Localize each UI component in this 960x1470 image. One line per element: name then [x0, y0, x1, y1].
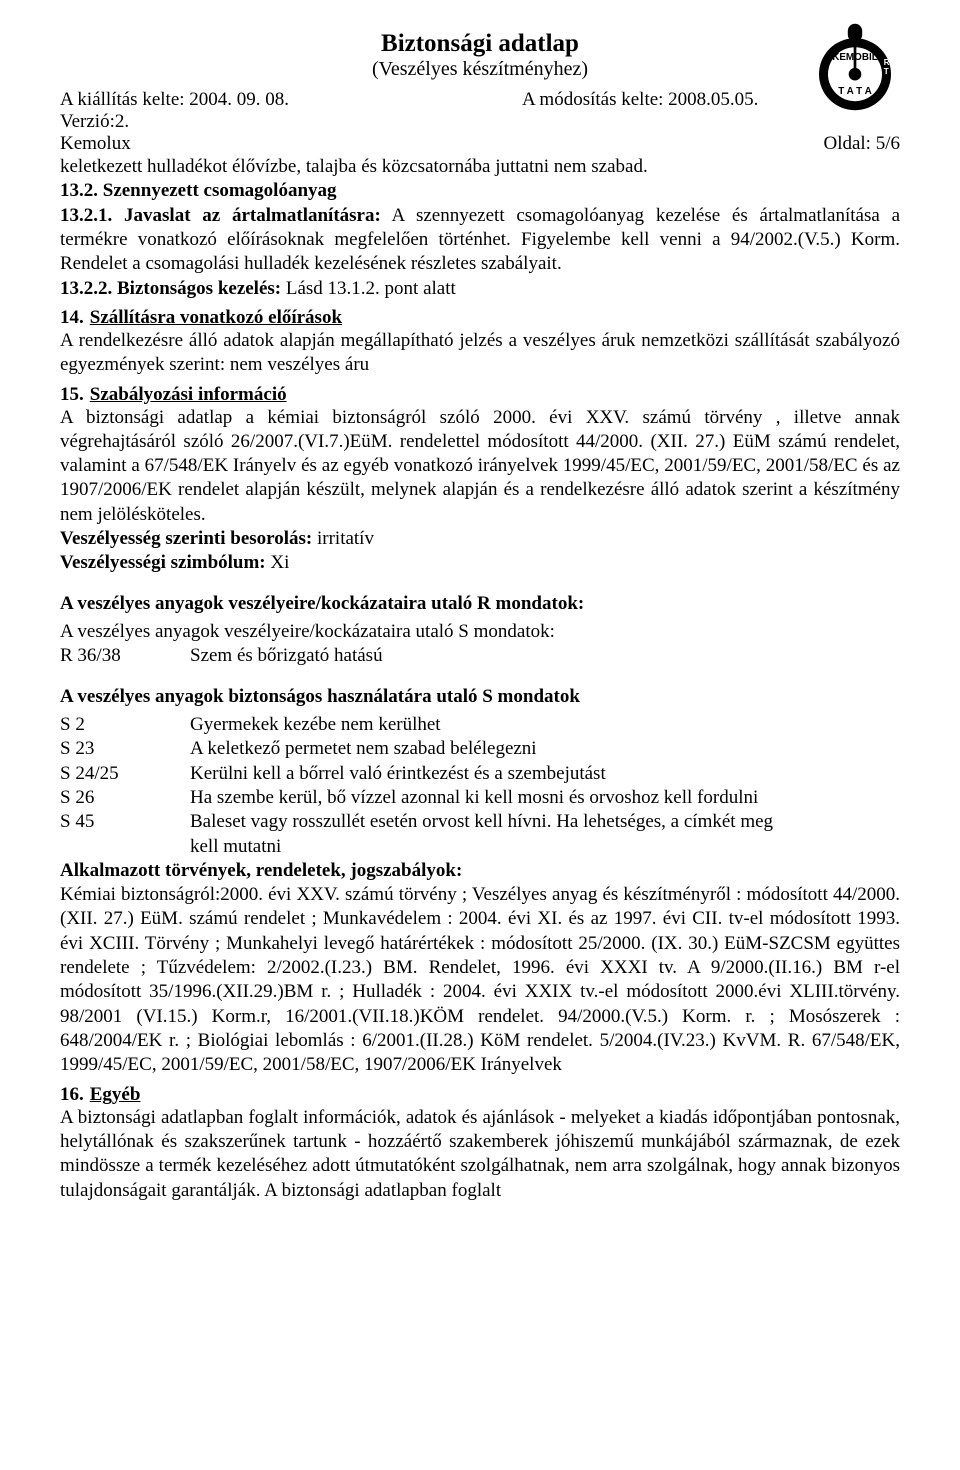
- s-row: S 24/25 Kerülni kell a bőrrel való érint…: [60, 762, 900, 786]
- s-label: S 24/25: [60, 762, 190, 786]
- svg-text:T: T: [884, 67, 889, 76]
- section-16-text: A biztonsági adatlapban foglalt informác…: [60, 1106, 900, 1203]
- symbol-label: Veszélyességi szimbólum:: [60, 552, 266, 573]
- symbol-line: Veszélyességi szimbólum: Xi: [60, 551, 900, 575]
- s-text: Ha szembe kerül, bő vízzel azonnal ki ke…: [190, 786, 900, 810]
- svg-text:KEMOBIL: KEMOBIL: [832, 52, 878, 63]
- version-line: Verzió:2.: [60, 111, 900, 133]
- s-text: Gyermekek kezébe nem kerülhet: [190, 713, 900, 737]
- s-row: S 45 Baleset vagy rosszullét esetén orvo…: [60, 810, 900, 834]
- s-text: A keletkező permetet nem szabad belélege…: [190, 737, 900, 761]
- classification-line: Veszélyesség szerinti besorolás: irritat…: [60, 527, 900, 551]
- section-15-title: Szabályozási információ: [90, 384, 287, 405]
- r-row: R 36/38 Szem és bőrizgató hatású: [60, 644, 900, 668]
- s-label: S 23: [60, 737, 190, 761]
- s-label: S 2: [60, 713, 190, 737]
- section-14-text: A rendelkezésre álló adatok alapján megá…: [60, 329, 900, 378]
- section-13-2-2-text: Lásd 13.1.2. pont alatt: [281, 278, 456, 299]
- r-label: R 36/38: [60, 644, 190, 668]
- laws-text: Kémiai biztonságról:2000. évi XXV. számú…: [60, 883, 900, 1078]
- document-title: Biztonsági adatlap: [60, 30, 900, 58]
- document-subtitle: (Veszélyes készítményhez): [60, 58, 900, 81]
- s-text: Baleset vagy rosszullét esetén orvost ke…: [190, 810, 900, 834]
- meta-dates: A kiállítás kelte: 2004. 09. 08. A módos…: [60, 89, 900, 111]
- section-16-num: 16.: [60, 1084, 84, 1105]
- s-text: Kerülni kell a bőrrel való érintkezést é…: [190, 762, 900, 786]
- paragraph-continuation: keletkezett hulladékot élővízbe, talajba…: [60, 155, 900, 179]
- section-15-heading: 15. Szabályozási információ: [60, 384, 900, 406]
- laws-title: Alkalmazott törvények, rendeletek, jogsz…: [60, 859, 900, 883]
- r-phrases-sub: A veszélyes anyagok veszélyeire/kockázat…: [60, 620, 900, 644]
- section-13-2-1-label: 13.2.1. Javaslat az ártalmatlanításra:: [60, 205, 381, 226]
- product-page-row: Kemolux Oldal: 5/6: [60, 133, 900, 155]
- document-header: Biztonsági adatlap (Veszélyes készítmény…: [60, 30, 900, 81]
- section-16-title: Egyéb: [90, 1084, 141, 1105]
- product-name: Kemolux: [60, 133, 131, 155]
- section-13-2-title: 13.2. Szennyezett csomagolóanyag: [60, 179, 900, 203]
- section-14-title: Szállításra vonatkozó előírások: [90, 307, 342, 328]
- section-15-num: 15.: [60, 384, 84, 405]
- s-label: S 26: [60, 786, 190, 810]
- section-13-2-1: 13.2.1. Javaslat az ártalmatlanításra: A…: [60, 204, 900, 277]
- section-13-2-2-label: 13.2.2. Biztonságos kezelés:: [60, 278, 281, 299]
- section-14-num: 14.: [60, 307, 84, 328]
- issue-date: A kiállítás kelte: 2004. 09. 08.: [60, 89, 522, 111]
- page-number: Oldal: 5/6: [823, 133, 900, 155]
- company-logo: KEMOBIL T A T A R T: [810, 22, 900, 112]
- section-14-heading: 14. Szállításra vonatkozó előírások: [60, 307, 900, 329]
- s45-continuation: kell mutatni: [190, 835, 900, 859]
- section-16-heading: 16. Egyéb: [60, 1084, 900, 1106]
- svg-text:R: R: [884, 58, 890, 67]
- s-row: S 2 Gyermekek kezébe nem kerülhet: [60, 713, 900, 737]
- modification-date: A módosítás kelte: 2008.05.05.: [522, 89, 758, 111]
- symbol-value: Xi: [266, 552, 290, 573]
- r-text: Szem és bőrizgató hatású: [190, 644, 900, 668]
- svg-text:T A T A: T A T A: [838, 86, 871, 97]
- s-phrases-heading: A veszélyes anyagok biztonságos használa…: [60, 685, 900, 709]
- s-row: S 26 Ha szembe kerül, bő vízzel azonnal …: [60, 786, 900, 810]
- section-13-2-2: 13.2.2. Biztonságos kezelés: Lásd 13.1.2…: [60, 277, 900, 301]
- classification-value: irritatív: [312, 528, 374, 549]
- section-15-text: A biztonsági adatlap a kémiai biztonságr…: [60, 406, 900, 528]
- s-row: S 23 A keletkező permetet nem szabad bel…: [60, 737, 900, 761]
- s-label: S 45: [60, 810, 190, 834]
- r-phrases-heading: A veszélyes anyagok veszélyeire/kockázat…: [60, 592, 900, 616]
- classification-label: Veszélyesség szerinti besorolás:: [60, 528, 312, 549]
- document-page: KEMOBIL T A T A R T Biztonsági adatlap (…: [0, 0, 960, 1470]
